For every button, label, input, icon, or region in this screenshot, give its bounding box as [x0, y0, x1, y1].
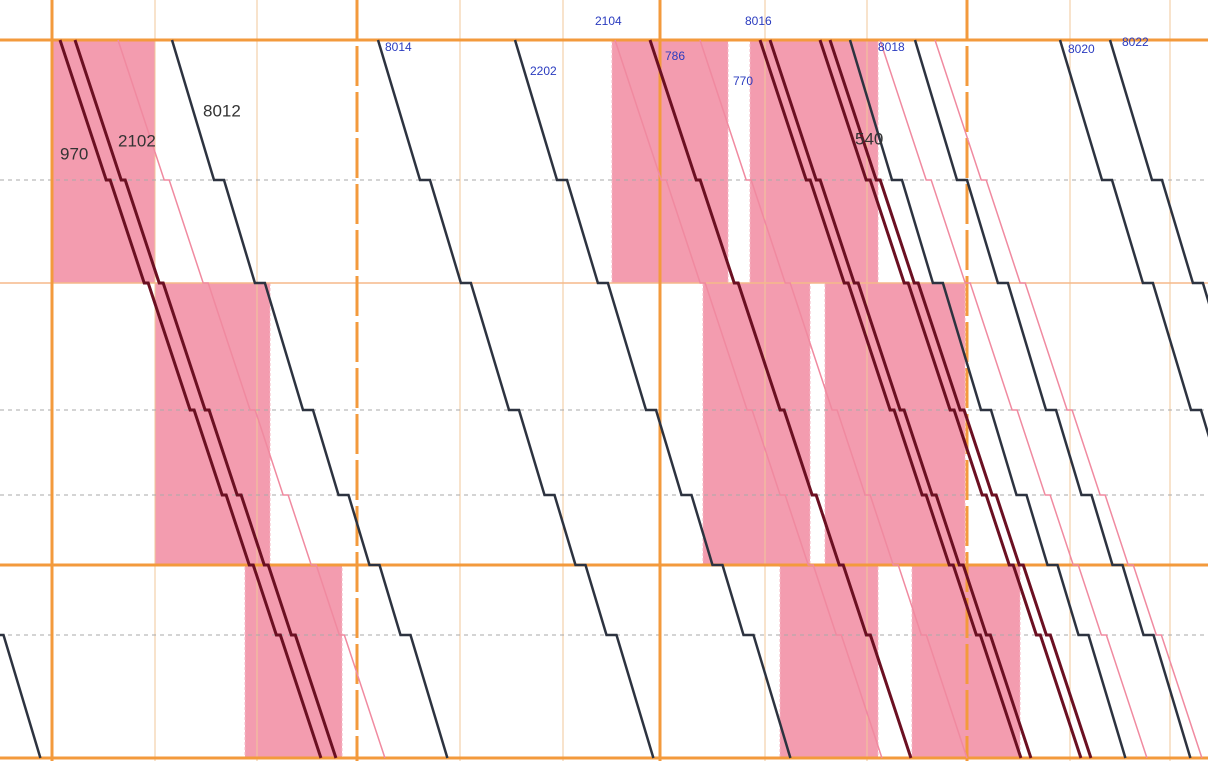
- train-line: [58, 39, 323, 759]
- block: [779, 564, 879, 759]
- train-line: [848, 39, 1127, 759]
- train-line: [1058, 39, 1208, 438]
- train-label: 970: [60, 144, 88, 163]
- train-line: [768, 39, 1033, 759]
- train-label: 8018: [878, 40, 905, 54]
- train-label: 770: [733, 74, 753, 88]
- train-label: 8014: [385, 40, 412, 54]
- train-labels: 970 2102 8012 8014 2202 2104 786 8016 770 8018 540…: [60, 14, 1149, 163]
- train-line: [934, 39, 1203, 759]
- train-label: 2102: [118, 131, 156, 150]
- train-line: [170, 39, 449, 759]
- train-label: 8012: [203, 101, 241, 120]
- train-line: [1108, 39, 1208, 305]
- block: [51, 39, 156, 284]
- block: [611, 39, 729, 284]
- train-label: 540: [855, 129, 883, 148]
- train-label: 786: [665, 49, 685, 63]
- train-lines: [0, 39, 1208, 759]
- train-line: [648, 39, 913, 759]
- train-label: 2202: [530, 64, 557, 78]
- train-label: 8020: [1068, 42, 1095, 56]
- train-line: [699, 39, 968, 759]
- train-line: [376, 39, 655, 759]
- train-label: 8016: [745, 14, 772, 28]
- train-line: [117, 39, 386, 759]
- train-line: [614, 39, 883, 759]
- train-line: [828, 39, 1093, 759]
- train-line: [879, 39, 1148, 759]
- train-line: [513, 39, 792, 759]
- train-line: [73, 39, 338, 759]
- train-line: [0, 633, 42, 759]
- train-line: [818, 39, 1083, 759]
- block: [824, 282, 966, 566]
- train-line: [913, 39, 1192, 759]
- train-label: 2104: [595, 14, 622, 28]
- train-label: 8022: [1122, 35, 1149, 49]
- train-line: [758, 39, 1023, 759]
